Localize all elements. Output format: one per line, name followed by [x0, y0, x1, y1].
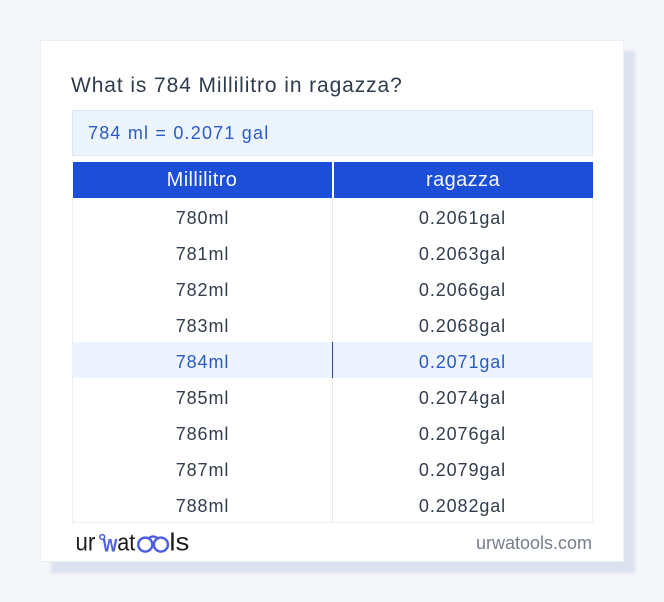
svg-text:w: w — [102, 530, 117, 556]
svg-text:at: at — [117, 530, 135, 557]
svg-text:ur: ur — [77, 529, 95, 557]
svg-text:ls: ls — [169, 529, 189, 557]
